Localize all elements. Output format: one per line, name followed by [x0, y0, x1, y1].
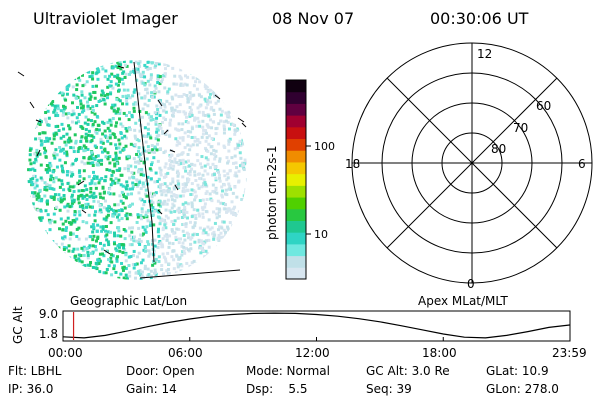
colorbar-segment	[286, 208, 306, 221]
colorbar-segment	[286, 173, 306, 186]
polar-labels: 12 18 6 0 60 70 80	[345, 47, 586, 291]
info-door: Door: Open	[126, 364, 195, 378]
colorbar-tick-label-10: 10	[314, 228, 328, 241]
mlat-label-70: 70	[513, 121, 528, 135]
colorbar-segment	[286, 161, 306, 175]
xtick-label-1200: 12:00	[295, 346, 330, 360]
info-mode: Mode: Normal	[246, 364, 330, 378]
terminator-line	[133, 61, 155, 263]
altitude-ytick-bottom: 1.8	[39, 327, 58, 341]
mlt-label-18: 18	[345, 157, 360, 171]
altitude-ytick-top: 9.0	[39, 307, 58, 321]
date-readout: 08 Nov 07	[272, 9, 355, 28]
colorbar	[286, 80, 306, 280]
colorbar-segment	[286, 232, 306, 245]
mlt-label-6: 6	[578, 157, 586, 171]
colorbar-segment	[286, 185, 306, 198]
time-readout: 00:30:06 UT	[430, 9, 529, 28]
info-seq: Seq: 39	[366, 382, 412, 396]
info-gc-alt: GC Alt: 3.0 Re	[366, 364, 450, 378]
colorbar-segment	[286, 91, 306, 104]
altitude-x-ticks	[62, 337, 571, 341]
colorbar-segment	[286, 267, 306, 280]
colorbar-segment	[286, 197, 306, 210]
mlt-label-12: 12	[477, 47, 492, 61]
xtick-label-0000: 00:00	[48, 346, 83, 360]
colorbar-segment	[286, 150, 306, 163]
colorbar-segment	[286, 80, 306, 93]
apex-caption: Apex MLat/MLT	[418, 294, 508, 308]
xtick-label-1800: 18:00	[422, 346, 457, 360]
colorbar-tick-label-100: 100	[314, 140, 335, 153]
altitude-ylabel: GC Alt	[11, 306, 25, 344]
coastline	[17, 65, 247, 279]
xtick-label-0600: 06:00	[168, 346, 203, 360]
xtick-label-2359: 23:59	[552, 346, 587, 360]
colorbar-frame	[285, 79, 307, 280]
colorbar-segment	[286, 138, 306, 151]
info-flt: Flt: LBHL	[8, 364, 62, 378]
info-glat: GLat: 10.9	[486, 364, 549, 378]
mlat-label-60: 60	[536, 99, 551, 113]
polar-plot	[351, 42, 593, 284]
info-dsp: Dsp: 5.5	[246, 382, 308, 396]
colorbar-segment	[286, 220, 306, 233]
app-title: Ultraviolet Imager	[33, 9, 178, 28]
info-ip: IP: 36.0	[8, 382, 54, 396]
colorbar-segment	[286, 243, 306, 257]
colorbar-segment	[286, 103, 306, 116]
altitude-curve	[62, 312, 570, 339]
colorbar-units-label: photon cm-2s-1	[265, 146, 279, 241]
mlat-label-80: 80	[491, 142, 506, 156]
geographic-image	[17, 60, 247, 280]
colorbar-segment	[286, 255, 306, 268]
emission-speckle	[27, 60, 247, 280]
info-gain: Gain: 14	[126, 382, 177, 396]
colorbar-segment	[286, 115, 306, 128]
mlt-label-0: 0	[467, 277, 475, 291]
colorbar-segment	[286, 126, 306, 140]
info-glon: GLon: 278.0	[486, 382, 559, 396]
geographic-caption: Geographic Lat/Lon	[70, 294, 188, 308]
